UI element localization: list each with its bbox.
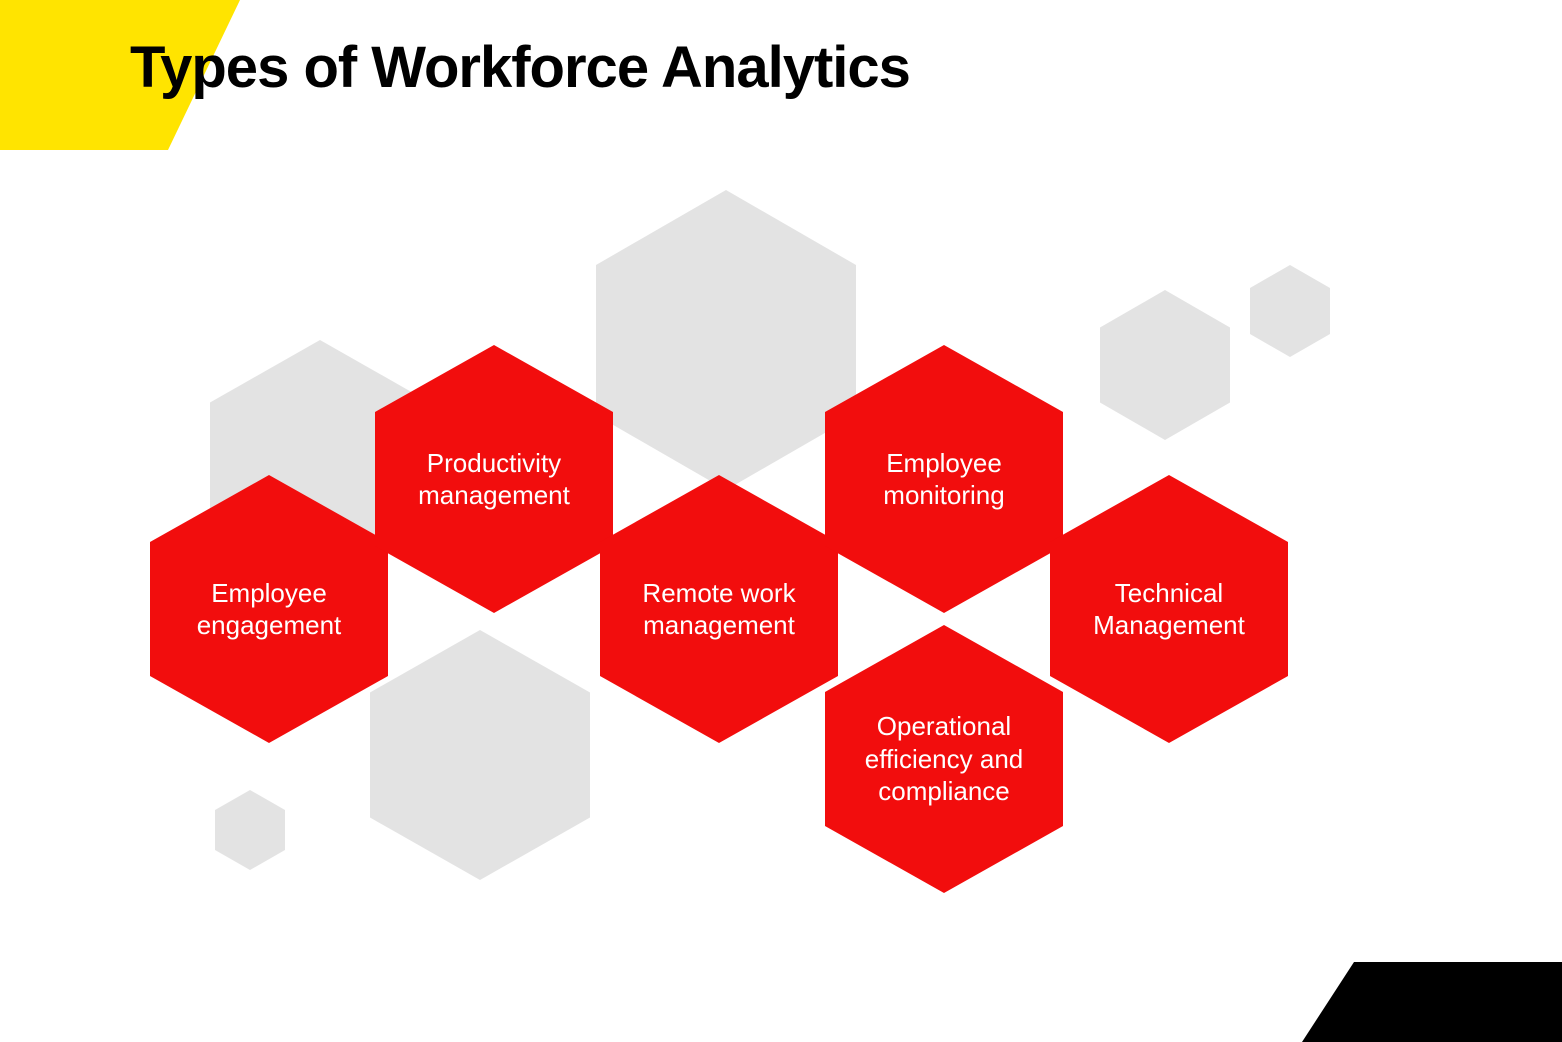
background-hex xyxy=(215,790,285,870)
background-hex xyxy=(370,630,590,880)
hex-label: Technical Management xyxy=(1071,577,1267,642)
hex-technical_management: Technical Management xyxy=(1050,475,1288,743)
page-title: Types of Workforce Analytics xyxy=(130,34,910,101)
hex-productivity_management: Productivity management xyxy=(375,345,613,613)
hex-operational_efficiency: Operational efficiency and compliance xyxy=(825,625,1063,893)
accent-black-shape xyxy=(1302,962,1562,1042)
hex-label: Employee engagement xyxy=(175,577,364,642)
hex-label: Employee monitoring xyxy=(861,447,1026,512)
hex-remote_work_management: Remote work management xyxy=(600,475,838,743)
hex-label: Operational efficiency and compliance xyxy=(843,710,1046,808)
background-hex xyxy=(596,190,856,490)
infographic-canvas: Types of Workforce Analytics Employee en… xyxy=(0,0,1562,1042)
background-hex xyxy=(1250,265,1330,357)
hex-label: Remote work management xyxy=(620,577,817,642)
hex-employee_monitoring: Employee monitoring xyxy=(825,345,1063,613)
hex-label: Productivity management xyxy=(396,447,592,512)
background-hex xyxy=(1100,290,1230,440)
